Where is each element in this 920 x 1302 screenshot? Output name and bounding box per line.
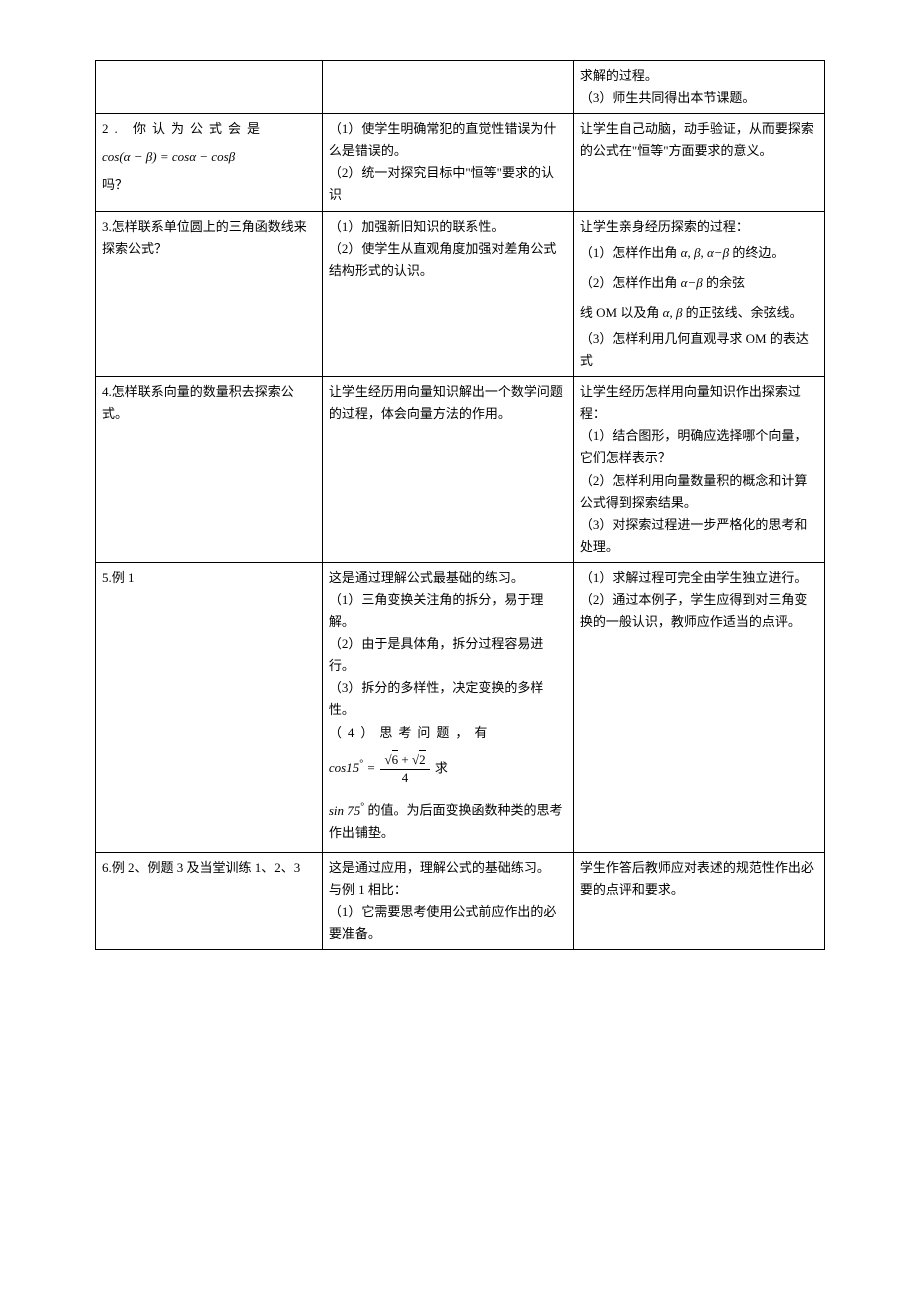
text-line: （1）它需要思考使用公式前应作出的必要准备。	[329, 901, 567, 945]
text-line: 3.怎样联系单位圆上的三角函数线来探索公式？	[102, 216, 316, 260]
text-line: 与例 1 相比：	[329, 879, 567, 901]
text-line: （3）对探索过程进一步严格化的思考和处理。	[580, 514, 818, 558]
text-line: （1）加强新旧知识的联系性。	[329, 216, 567, 238]
text-line: 这是通过应用，理解公式的基础练习。	[329, 857, 567, 879]
table-cell: 学生作答后教师应对表述的规范性作出必要的点评和要求。	[573, 852, 824, 949]
text-line: （2）使学生从直观角度加强对差角公式结构形式的认识。	[329, 238, 567, 282]
text-line: （3）怎样利用几何直观寻求 OM 的表达式	[580, 328, 818, 372]
text-line: 6.例 2、例题 3 及当堂训练 1、2、3	[102, 857, 316, 879]
table-row: 2. 你认为公式会是cos(α − β) = cosα − cosβ吗？（1）使…	[96, 114, 825, 211]
text-line: （2）怎样利用向量数量积的概念和计算公式得到探索结果。	[580, 470, 818, 514]
text-line: 5.例 1	[102, 567, 316, 589]
text-line: 让学生经历用向量知识解出一个数学问题的过程，体会向量方法的作用。	[329, 381, 567, 425]
table-cell: 这是通过应用，理解公式的基础练习。与例 1 相比：（1）它需要思考使用公式前应作…	[322, 852, 573, 949]
table-cell: （1）求解过程可完全由学生独立进行。（2）通过本例子，学生应得到对三角变换的一般…	[573, 562, 824, 852]
table-row: 求解的过程。（3）师生共同得出本节课题。	[96, 61, 825, 114]
text-line: 让学生自己动脑，动手验证，从而要探索的公式在"恒等"方面要求的意义。	[580, 118, 818, 162]
text-line: （1）三角变换关注角的拆分，易于理解。	[329, 589, 567, 633]
table-cell: （1）加强新旧知识的联系性。（2）使学生从直观角度加强对差角公式结构形式的认识。	[322, 211, 573, 377]
table-cell: 3.怎样联系单位圆上的三角函数线来探索公式？	[96, 211, 323, 377]
table-cell: （1）使学生明确常犯的直觉性错误为什么是错误的。（2）统一对探究目标中"恒等"要…	[322, 114, 573, 211]
text-line: （1）结合图形，明确应选择哪个向量，它们怎样表示？	[580, 425, 818, 469]
table-cell: 求解的过程。（3）师生共同得出本节课题。	[573, 61, 824, 114]
text-line: 这是通过理解公式最基础的练习。	[329, 567, 567, 589]
text-line: 学生作答后教师应对表述的规范性作出必要的点评和要求。	[580, 857, 818, 901]
table-cell: 让学生亲身经历探索的过程：（1）怎样作出角 α, β, α−β 的终边。（2）怎…	[573, 211, 824, 377]
lesson-table: 求解的过程。（3）师生共同得出本节课题。2. 你认为公式会是cos(α − β)…	[95, 60, 825, 950]
mixed-line: （1）怎样作出角 α, β, α−β 的终边。	[580, 238, 818, 268]
text-line: 求解的过程。	[580, 65, 818, 87]
text-line: 4.怎样联系向量的数量积去探索公式。	[102, 381, 316, 425]
table-cell: 让学生经历用向量知识解出一个数学问题的过程，体会向量方法的作用。	[322, 377, 573, 563]
text-line: （1）求解过程可完全由学生独立进行。	[580, 567, 818, 589]
table-cell: 4.怎样联系向量的数量积去探索公式。	[96, 377, 323, 563]
table-cell	[96, 61, 323, 114]
mixed-line: 线 OM 以及角 α, β 的正弦线、余弦线。	[580, 298, 818, 328]
table-row: 5.例 1这是通过理解公式最基础的练习。（1）三角变换关注角的拆分，易于理解。（…	[96, 562, 825, 852]
mixed-line: （2）怎样作出角 α−β 的余弦	[580, 268, 818, 298]
text-line: （3）师生共同得出本节课题。	[580, 87, 818, 109]
formula-sin75: sin 75° 的值。为后面变换函数种类的思考作出铺垫。	[329, 794, 567, 848]
table-cell: 5.例 1	[96, 562, 323, 852]
text-line: （1）使学生明确常犯的直觉性错误为什么是错误的。	[329, 118, 567, 162]
formula-cos15: cos15° = √6 + √24 求	[329, 744, 567, 795]
table-cell: 让学生自己动脑，动手验证，从而要探索的公式在"恒等"方面要求的意义。	[573, 114, 824, 211]
table-cell: 2. 你认为公式会是cos(α − β) = cosα − cosβ吗？	[96, 114, 323, 211]
spaced-line: 2. 你认为公式会是	[102, 118, 316, 140]
text-line: 让学生亲身经历探索的过程：	[580, 216, 818, 238]
table-row: 3.怎样联系单位圆上的三角函数线来探索公式？（1）加强新旧知识的联系性。（2）使…	[96, 211, 825, 377]
text-line: （3）拆分的多样性，决定变换的多样性。	[329, 677, 567, 721]
table-cell: 6.例 2、例题 3 及当堂训练 1、2、3	[96, 852, 323, 949]
table-cell: 这是通过理解公式最基础的练习。（1）三角变换关注角的拆分，易于理解。（2）由于是…	[322, 562, 573, 852]
text-line: （2）由于是具体角，拆分过程容易进行。	[329, 633, 567, 677]
table-row: 6.例 2、例题 3 及当堂训练 1、2、3 这是通过应用，理解公式的基础练习。与…	[96, 852, 825, 949]
text-line: 吗？	[102, 174, 316, 196]
formula: cos(α − β) = cosα − cosβ	[102, 140, 316, 174]
table-cell	[322, 61, 573, 114]
table-row: 4.怎样联系向量的数量积去探索公式。让学生经历用向量知识解出一个数学问题的过程，…	[96, 377, 825, 563]
text-line: 让学生经历怎样用向量知识作出探索过程：	[580, 381, 818, 425]
text-line: （2）统一对探究目标中"恒等"要求的认识	[329, 162, 567, 206]
table-cell: 让学生经历怎样用向量知识作出探索过程：（1）结合图形，明确应选择哪个向量，它们怎…	[573, 377, 824, 563]
text-line: （2）通过本例子，学生应得到对三角变换的一般认识，教师应作适当的点评。	[580, 589, 818, 633]
spaced-line: （4）思考问题，有	[329, 722, 567, 744]
